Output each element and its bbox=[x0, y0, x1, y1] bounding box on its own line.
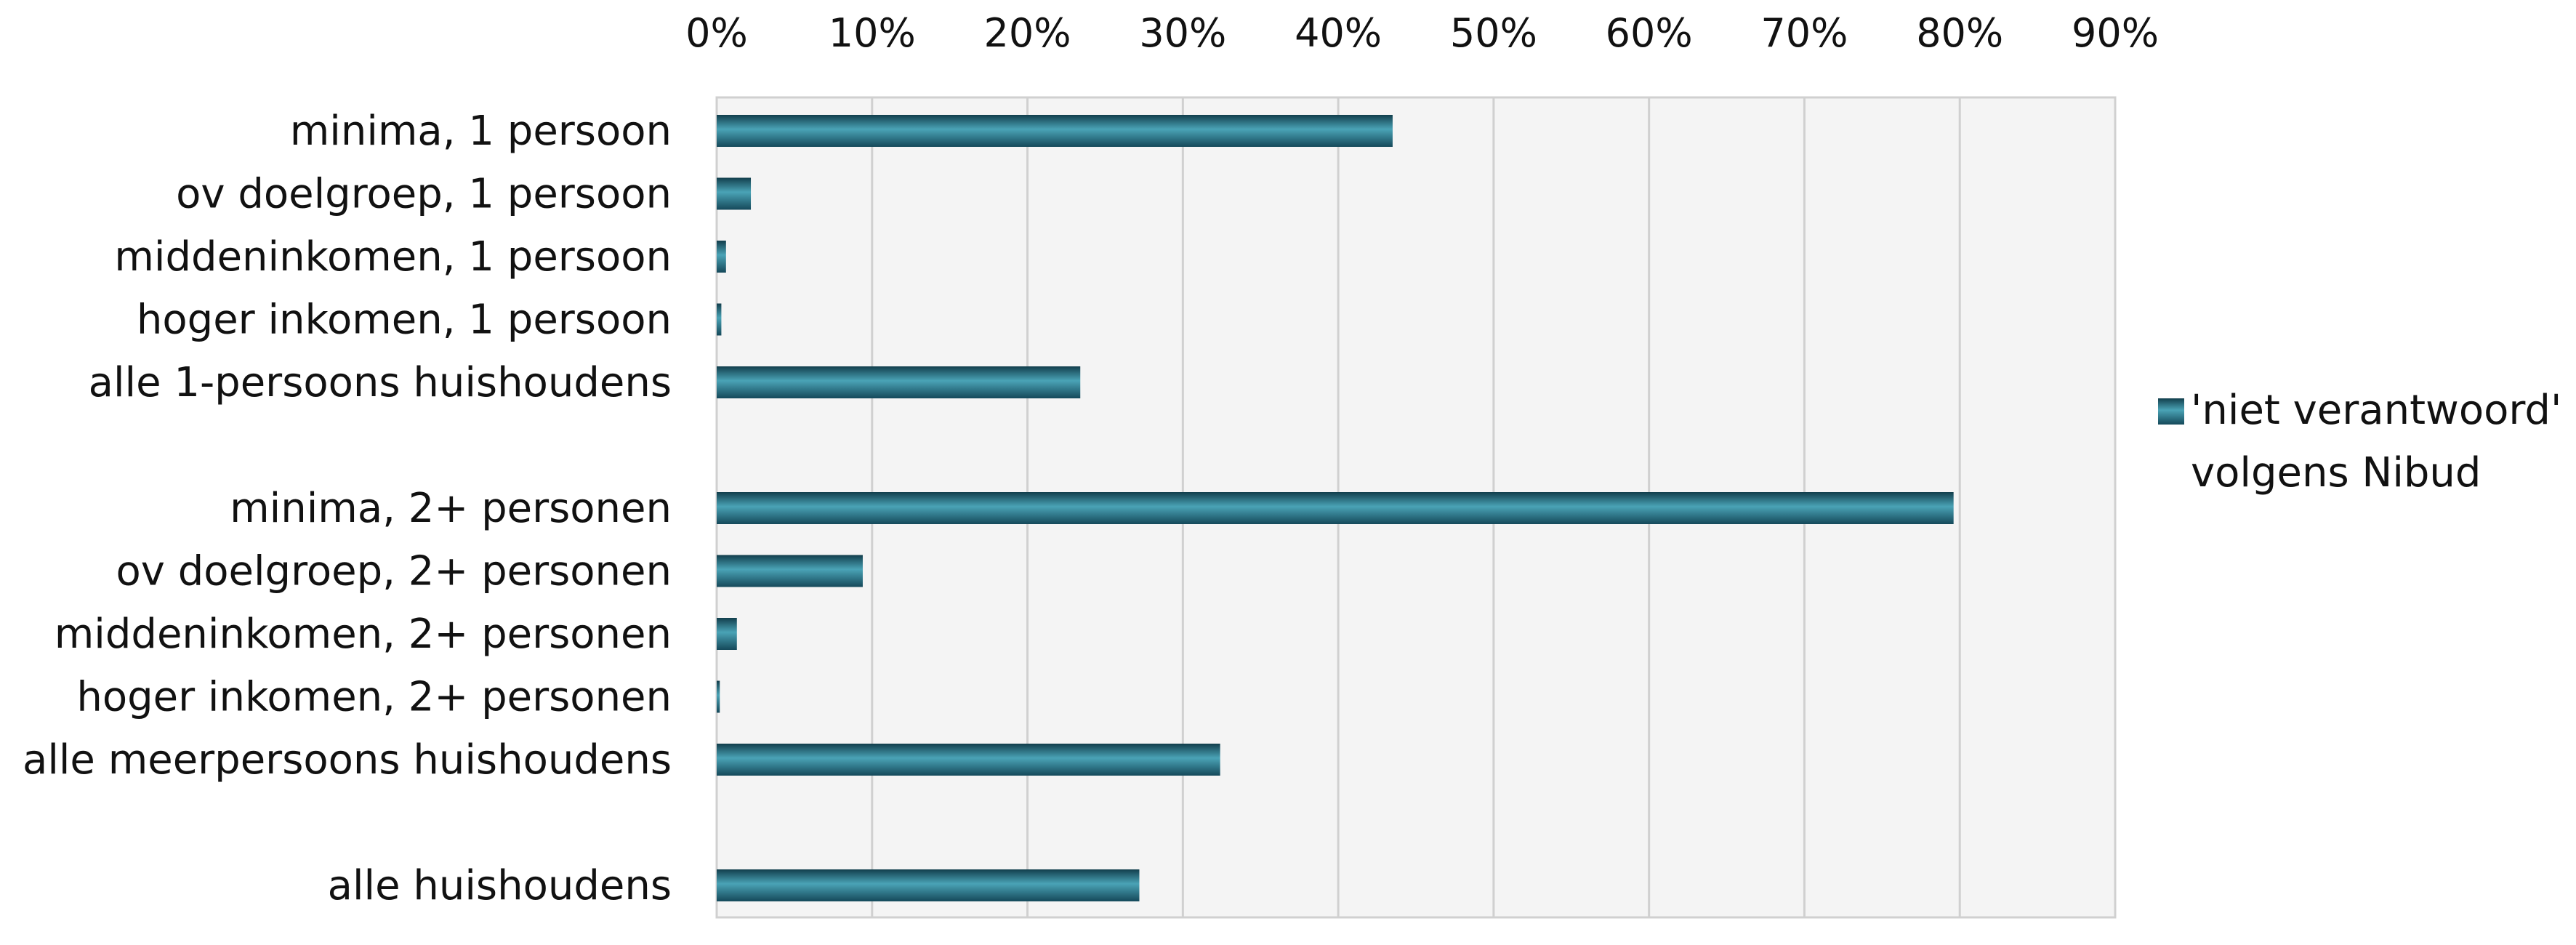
category-label: hoger inkomen, 1 persoon bbox=[137, 297, 672, 344]
bar bbox=[717, 492, 1954, 524]
category-label: minima, 1 persoon bbox=[290, 108, 672, 155]
bar bbox=[717, 177, 752, 210]
x-tick-label: 30% bbox=[1139, 10, 1226, 56]
bar bbox=[717, 869, 1140, 901]
category-label: alle huishoudens bbox=[328, 862, 672, 909]
category-label: minima, 2+ personen bbox=[230, 485, 672, 532]
x-tick-label: 20% bbox=[984, 10, 1071, 56]
x-axis-ticks: 0% 10% 20% 30% 40% 50% 60% 70% 80% 90% bbox=[685, 10, 2159, 56]
category-label: middeninkomen, 1 persoon bbox=[114, 233, 672, 281]
legend-label: volgens Nibud bbox=[2191, 449, 2481, 496]
bar bbox=[717, 555, 863, 587]
category-label: alle 1-persoons huishoudens bbox=[89, 359, 672, 406]
x-tick-label: 40% bbox=[1295, 10, 1382, 56]
category-label: ov doelgroep, 2+ personen bbox=[116, 548, 672, 595]
bar bbox=[717, 241, 726, 273]
bar bbox=[717, 115, 1393, 147]
x-tick-label: 80% bbox=[1916, 10, 2003, 56]
y-axis-labels: minima, 1 persoon ov doelgroep, 1 persoon… bbox=[23, 108, 672, 909]
bar bbox=[717, 366, 1081, 398]
category-label: hoger inkomen, 2+ personen bbox=[76, 674, 672, 721]
x-tick-label: 90% bbox=[2072, 10, 2159, 56]
x-tick-label: 10% bbox=[829, 10, 916, 56]
legend: 'niet verantwoord' volgens Nibud bbox=[2158, 387, 2561, 496]
x-tick-label: 70% bbox=[1760, 10, 1848, 56]
x-tick-label: 50% bbox=[1450, 10, 1537, 56]
bars bbox=[717, 115, 1954, 901]
category-label: alle meerpersoons huishoudens bbox=[23, 736, 672, 784]
bar bbox=[717, 303, 722, 336]
bar bbox=[717, 618, 737, 650]
bar bbox=[717, 744, 1220, 776]
legend-label: 'niet verantwoord' bbox=[2191, 387, 2561, 434]
category-label: ov doelgroep, 1 persoon bbox=[176, 171, 672, 218]
x-tick-label: 60% bbox=[1606, 10, 1693, 56]
bar bbox=[717, 680, 720, 713]
x-tick-label: 0% bbox=[685, 10, 748, 56]
category-label: middeninkomen, 2+ personen bbox=[55, 611, 672, 658]
legend-swatch bbox=[2158, 398, 2184, 425]
